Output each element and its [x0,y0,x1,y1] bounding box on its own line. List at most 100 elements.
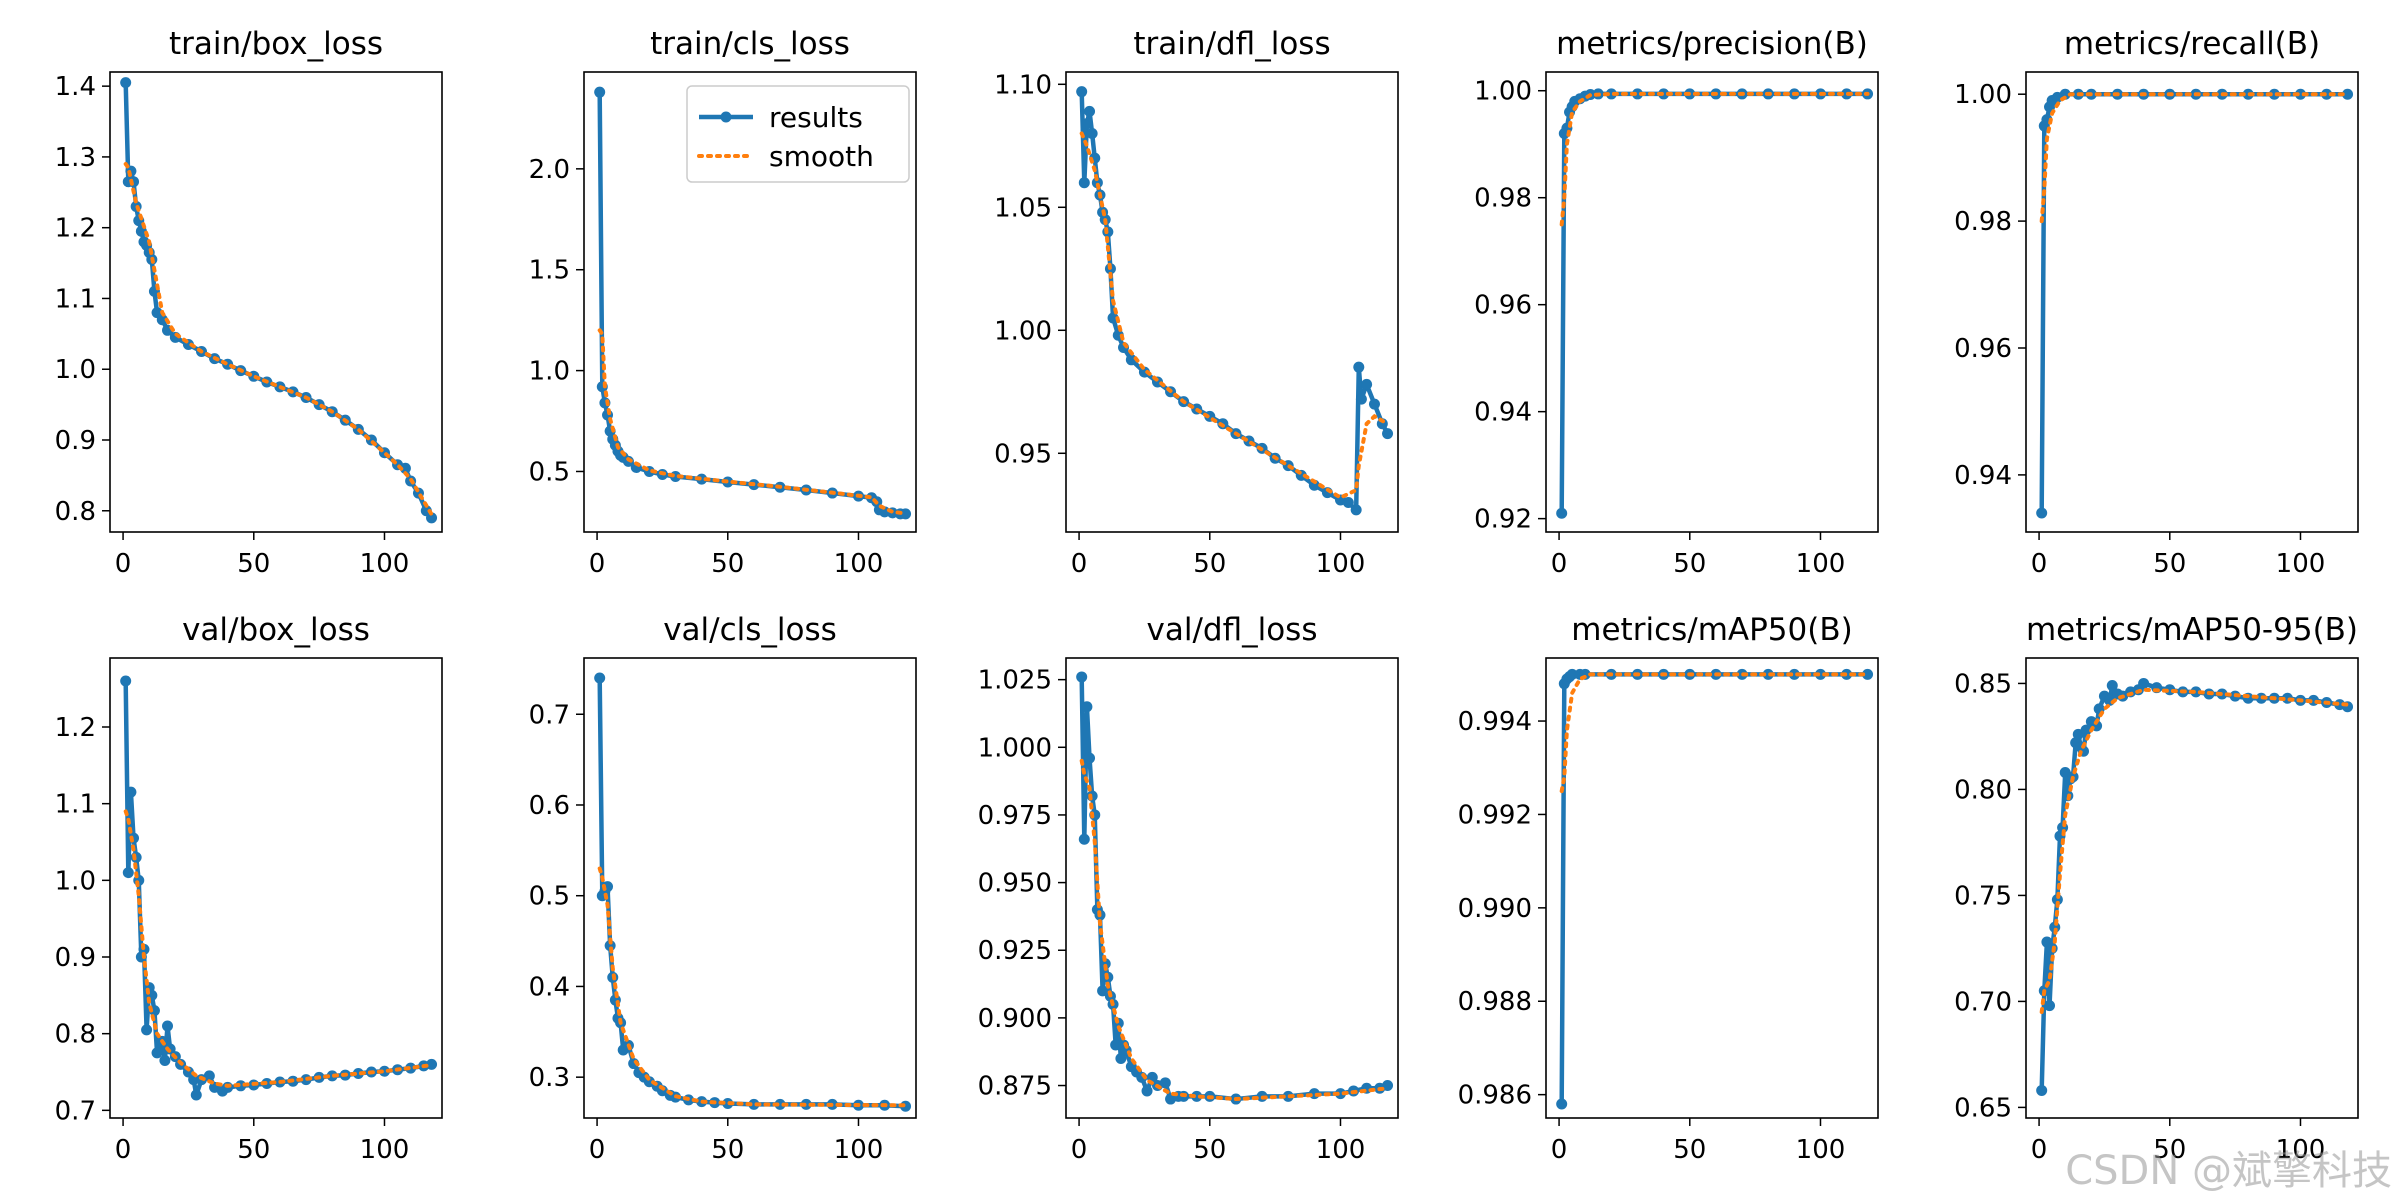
x-tick-label: 50 [711,549,744,579]
smooth-line [597,866,908,1108]
plot-area [1076,86,1394,516]
y-tick-label: 0.4 [529,972,570,1002]
subplot-4: metrics/precision(B) 0 50 100 0.92 0.94 0.96 0.… [1474,26,1879,579]
results-point [594,86,606,98]
x-tick-label: 0 [1071,1135,1088,1165]
results-point [1334,1088,1346,1100]
results-point [1091,177,1103,189]
y-tick-label: 1.3 [55,143,96,173]
results-point [162,1020,174,1032]
y-tick-label: 0.94 [1474,398,1532,428]
x-tick-label: 50 [711,1135,744,1165]
y-tick-label: 0.65 [1954,1093,2012,1123]
smooth-line [1559,672,1870,794]
y-tick-label: 0.3 [529,1063,570,1093]
results-point [1078,833,1090,845]
axes-frame [2025,657,2359,1119]
axes-frame [1545,71,1879,533]
smooth-line [2039,92,2350,224]
y-tick-label: 1.1 [55,284,96,314]
x-tick-label: 100 [1796,549,1846,579]
axes-frame [109,657,443,1119]
results-point [203,1070,215,1082]
results-point [1353,361,1365,373]
results-point [1084,105,1096,117]
y-tick-label: 0.94 [1954,461,2012,491]
results-point [151,1047,163,1059]
y-tick-label: 0.75 [1954,881,2012,911]
results-point [1076,671,1088,683]
subplot-title: train/cls_loss [650,26,850,62]
results-point [1107,312,1119,324]
results-point [1862,668,1874,680]
x-tick-label: 50 [237,1135,270,1165]
results-point [1605,88,1617,100]
legend-results-label: results [769,101,863,134]
x-tick-label: 100 [2276,549,2326,579]
results-point [774,1098,786,1110]
y-tick-label: 0.9 [55,943,96,973]
y-tick-label: 1.1 [55,790,96,820]
smooth-line [597,328,908,516]
x-tick-label: 50 [237,549,270,579]
results-line [1559,91,1868,514]
results-point [1097,985,1109,997]
results-line [2039,91,2348,513]
results-point [1078,177,1090,189]
y-tick-label: 0.98 [1474,184,1532,214]
results-line [1079,676,1389,1102]
y-tick-label: 1.00 [1954,80,2012,110]
x-tick-label: 50 [1193,549,1226,579]
x-tick-label: 0 [115,1135,132,1165]
x-tick-label: 0 [1551,1135,1568,1165]
results-point [2294,88,2306,100]
x-tick-label: 50 [2153,549,2186,579]
axes-frame [2025,71,2359,533]
y-tick-label: 1.5 [529,256,570,286]
x-tick-label: 50 [1673,1135,1706,1165]
results-point [1159,1077,1171,1089]
results-point [2080,724,2092,736]
x-tick-label: 50 [2153,1135,2186,1165]
axes-frame [583,71,917,533]
y-tick-label: 0.9 [55,426,96,456]
results-point [141,1024,153,1036]
subplot-title: metrics/recall(B) [2064,26,2320,62]
y-tick-label: 0.875 [978,1072,1052,1102]
results-point [1191,1090,1203,1102]
plot-area [1556,88,1874,519]
x-tick-label: 0 [1071,549,1088,579]
results-point [2036,1084,2048,1096]
y-tick-label: 1.2 [55,713,96,743]
results-point [1556,507,1568,519]
subplot-title: val/box_loss [182,612,370,648]
y-tick-label: 0.95 [994,439,1052,469]
results-point [1355,393,1367,405]
subplot-title: val/dfl_loss [1147,612,1318,648]
smooth-line [1079,131,1390,500]
y-tick-label: 0.92 [1474,505,1532,535]
subplot-8: val/dfl_loss 0 50 100 0.875 0.900 0.925 0.950 0.… [978,612,1399,1165]
plot-area [1556,668,1874,1110]
x-tick-label: 100 [834,549,884,579]
results-point [159,1055,171,1066]
results-point [1138,366,1150,378]
x-tick-label: 0 [2031,1135,2048,1165]
results-point [2190,686,2202,698]
results-point [120,77,132,89]
subplot-2: train/cls_loss 0 50 100 0.5 1.0 1.5 2.0 results s… [529,26,917,579]
subplot-10: metrics/mAP50-95(B) 0 50 100 0.65 0.70 0.75 0.8… [1954,612,2359,1165]
plot-area [2036,677,2354,1096]
subplot-1: train/box_loss 0 50 100 0.8 0.9 1.0 1.1 1.2 1.3 1.… [55,26,443,579]
results-point [1081,118,1093,130]
x-tick-label: 100 [1316,1135,1366,1165]
results-point [156,314,168,326]
y-tick-label: 1.0 [55,355,96,385]
axes-frame [583,657,917,1119]
x-tick-label: 0 [115,549,132,579]
y-tick-label: 1.4 [55,72,96,102]
x-tick-label: 100 [2276,1135,2326,1165]
results-line [2039,681,2349,1091]
results-point [1342,496,1354,508]
